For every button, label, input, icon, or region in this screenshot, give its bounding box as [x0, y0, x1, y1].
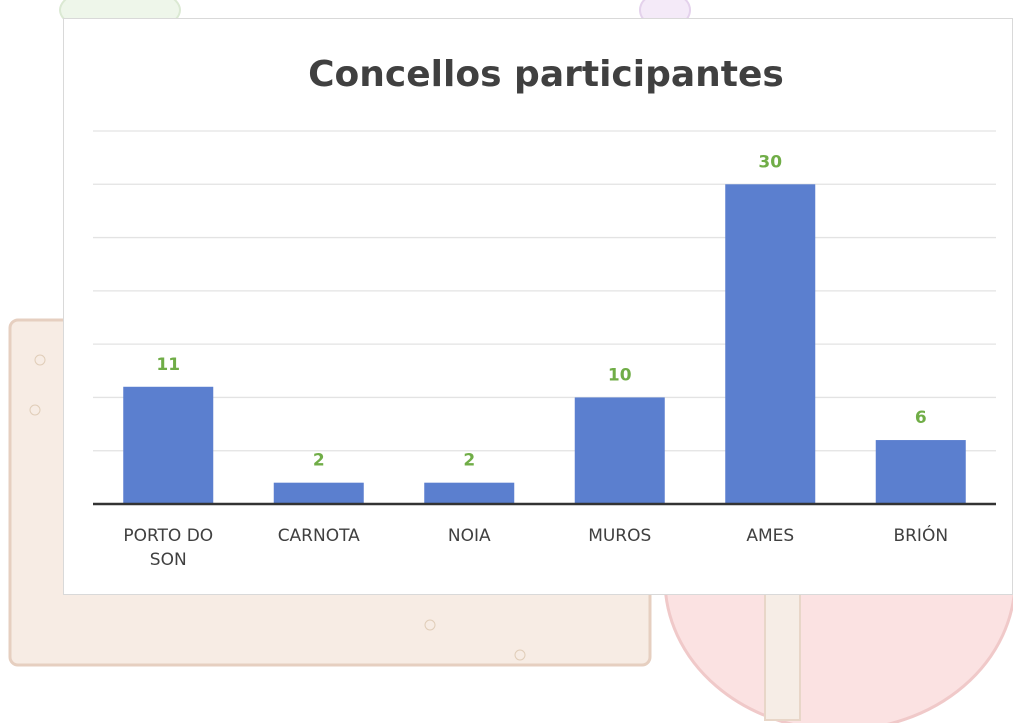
bar: [875, 440, 966, 504]
bar: [574, 397, 665, 504]
x-tick-label: AMES: [746, 526, 795, 546]
chart-title: Concellos participantes: [308, 54, 784, 95]
value-label: 30: [758, 152, 782, 172]
background-dot: [514, 649, 526, 661]
value-label: 6: [915, 408, 927, 428]
x-tick-label: CARNOTA: [277, 526, 360, 546]
background-stem: [764, 589, 801, 721]
bar: [273, 482, 364, 504]
value-label: 11: [156, 355, 180, 375]
x-tick-label: PORTO DO SON: [123, 526, 214, 570]
bar: [725, 184, 816, 505]
x-tick-label: MUROS: [588, 526, 652, 546]
background-dot: [29, 404, 41, 416]
background-dot: [34, 354, 46, 366]
value-label: 10: [608, 365, 632, 385]
bar: [424, 482, 515, 504]
x-tick-label: NOIA: [447, 526, 491, 546]
value-label: 2: [463, 451, 475, 471]
chart: Concellos participantes 11 2 2 10 30 6: [93, 54, 996, 506]
chart-card: Concellos participantes 11 2 2 10 30 6 PORTO …: [63, 18, 1013, 595]
bar: [123, 386, 214, 504]
value-label: 2: [313, 451, 325, 471]
background-dot: [424, 619, 436, 631]
x-tick-label: BRIÓN: [893, 526, 949, 546]
